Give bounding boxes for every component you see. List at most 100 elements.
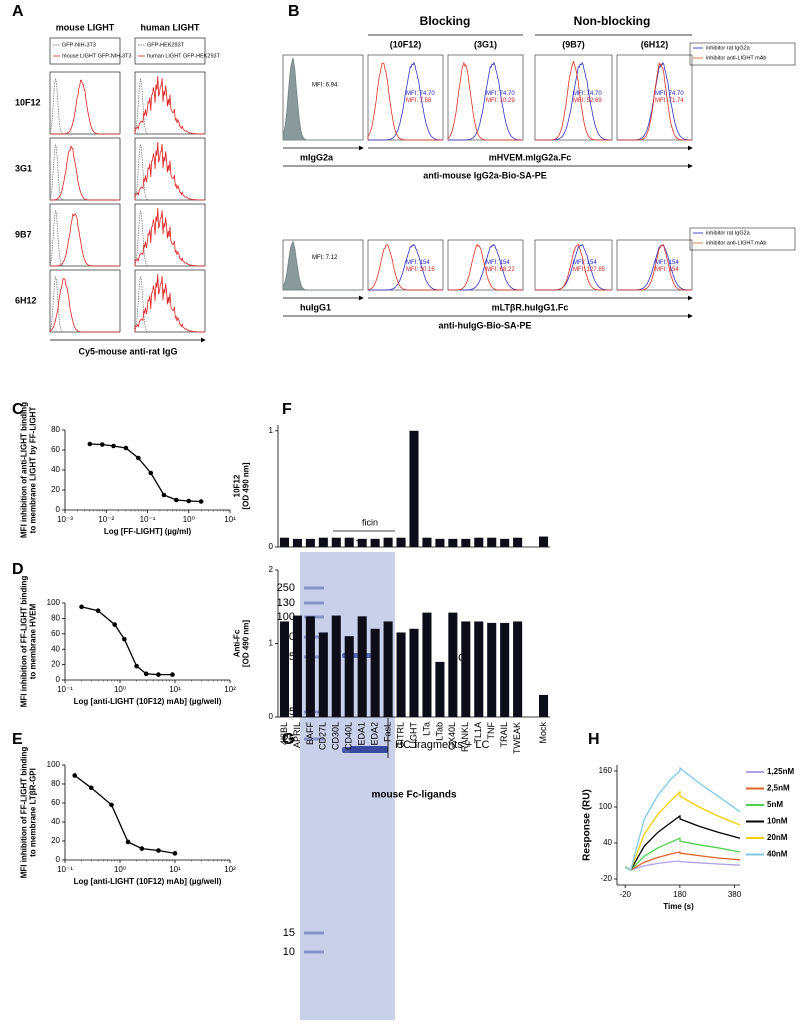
bar (422, 612, 432, 717)
x-axis-label: mouse Fc-ligands (371, 790, 456, 801)
bar (370, 628, 380, 717)
inhibitor-histogram (535, 61, 612, 141)
stained-histogram (50, 213, 120, 267)
control-histogram (368, 61, 443, 141)
y-axis-label: MFI inhibition of FF-LIGHT binding (20, 747, 29, 879)
bar (500, 538, 510, 547)
bar (279, 537, 290, 547)
x-tick-label: 10⁻¹ (57, 865, 73, 874)
histogram-frame (134, 137, 206, 201)
bar (357, 616, 367, 717)
y-tick-label: 40 (51, 817, 60, 826)
mfi-label: MFI: 7.58 (406, 98, 432, 104)
x-tick-label: TRAIL (499, 722, 509, 748)
bar (396, 537, 406, 547)
x-axis-label: Time (s) (663, 902, 694, 911)
mfi-label: MFI: 10.29 (486, 98, 515, 104)
y-axis-label: MFI inhibition of FF-LIGHT binding (20, 576, 29, 708)
data-point (112, 622, 117, 627)
mfi-label: MFI: 71.74 (655, 98, 684, 104)
x-tick-label: 10² (224, 865, 236, 874)
x-tick-label: -20 (619, 890, 631, 899)
mfi-label: MFI: 52.69 (573, 98, 602, 104)
control-histogram (49, 210, 120, 267)
data-line (624, 814, 741, 871)
histogram-frame (616, 54, 693, 141)
y-tick-label: 0 (269, 542, 274, 551)
row-label: 10F12 (15, 97, 41, 107)
x-tick-label: OX40L (447, 722, 457, 750)
ladder-band (304, 586, 324, 590)
x-tick-label: GITRL (395, 722, 405, 749)
x-tick-label: 10¹ (169, 685, 181, 694)
histogram-frame (49, 137, 121, 201)
data-point (87, 441, 93, 447)
inhibitor-histogram (535, 243, 612, 291)
bar (435, 538, 445, 547)
x-tick-label: CD40L (344, 722, 354, 750)
axis-label: Cy5-mouse anti-rat IgG (78, 346, 177, 356)
x-tick-label: LTab (434, 722, 444, 741)
x-tick-label: LIGHT (408, 722, 418, 749)
y-axis-label: to membrane LIGHT by FF-LIGHT (29, 407, 38, 534)
histogram-frame (616, 239, 693, 291)
legend-label: mouse LIGHT GFP-NIH-3T3 (62, 53, 132, 59)
mw-label: 10 (283, 946, 295, 958)
x-tick-label: FasL (382, 722, 392, 742)
clone-label: (10F12) (390, 39, 422, 49)
x-tick-label: 10¹ (224, 515, 236, 524)
x-tick-label: Mock (538, 722, 548, 744)
legend-label: GFP-HEK293T (147, 42, 185, 48)
y-tick-label: 80 (51, 779, 60, 788)
data-point (186, 498, 192, 504)
x-tick-label: BAFF (305, 722, 315, 746)
clone-label: (6H12) (641, 39, 669, 49)
y-axis-label: Anti-Fc (233, 629, 242, 657)
control-histogram (134, 144, 205, 201)
group-label: Non-blocking (574, 14, 651, 28)
y-tick-label: 0 (56, 855, 61, 864)
y-tick-label: 80 (51, 425, 60, 434)
x-tick-label: 10⁰ (114, 685, 126, 694)
mfi-label: MFI: 154 (573, 260, 597, 266)
ladder-band (304, 737, 324, 741)
data-point (79, 604, 84, 610)
histogram-frame (49, 269, 121, 333)
data-point (139, 846, 145, 851)
histogram-frame (134, 203, 206, 267)
control-histogram (134, 78, 205, 135)
bar (448, 612, 458, 717)
column-title: mouse LIGHT (56, 22, 115, 32)
legend-label: 2,5nM (767, 784, 790, 793)
data-point (134, 663, 139, 669)
y-tick-label: 60 (51, 629, 60, 638)
stained-histogram (50, 144, 120, 201)
band-label: HC fragments + LC (395, 739, 490, 751)
row-label: 3G1 (15, 163, 32, 173)
panel-letter: E (12, 731, 23, 748)
axis-label: huIgG1 (300, 302, 331, 312)
inhibitor-histogram (447, 61, 523, 141)
inhibitor-histogram (617, 243, 692, 291)
bar (487, 537, 497, 547)
legend-label: 1,25nM (767, 767, 794, 776)
y-tick-label: 20 (51, 485, 60, 494)
legend-label: 5nM (767, 800, 783, 809)
bar (513, 621, 523, 717)
data-point (136, 455, 141, 461)
bar (474, 537, 484, 547)
row-label: 9B7 (15, 229, 32, 239)
mfi-label: MFI: 154 (655, 260, 679, 266)
data-point (111, 443, 116, 449)
x-axis-label: Log [anti-LIGHT (10F12) mAb] (µg/well) (74, 697, 222, 706)
data-line (624, 851, 741, 871)
mfi-label: MFI: 74.70 (406, 91, 435, 97)
mw-label: 100 (277, 611, 295, 623)
mfi-label: MFI: 68.22 (486, 267, 515, 273)
data-line (81, 606, 173, 676)
data-point (156, 848, 161, 853)
mfi-label: MFI: 154 (655, 267, 679, 273)
y-tick-label: 0 (56, 675, 61, 684)
x-tick-label: 380 (728, 890, 742, 899)
